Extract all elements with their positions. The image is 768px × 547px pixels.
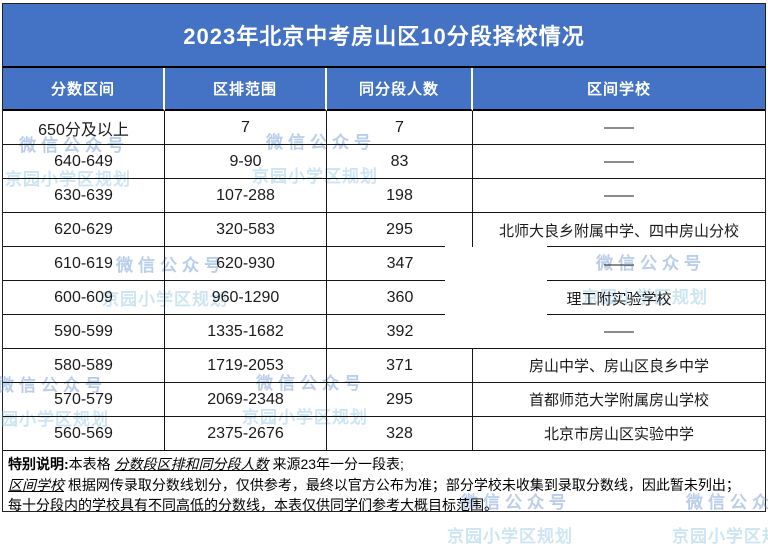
page-title: 2023年北京中考房山区10分段择校情况 xyxy=(3,4,765,68)
cell-schools: —— xyxy=(473,179,765,213)
cell-segment-count: 295 xyxy=(327,213,473,247)
cell-schools: 北师大良乡附属中学、四中房山分校 xyxy=(473,213,765,247)
score-table: 分数区间 区排范围 同分段人数 区间学校 650分及以上 7 7 —— 640-… xyxy=(3,68,765,451)
table-row: 600-609 960-1290 360 理工附实验学校 xyxy=(3,281,765,315)
table-row: 650分及以上 7 7 —— xyxy=(3,111,765,145)
cell-score-range: 620-629 xyxy=(3,213,165,247)
header-score-range: 分数区间 xyxy=(3,68,165,111)
cell-segment-count: 392 xyxy=(327,315,473,349)
cell-score-range: 570-579 xyxy=(3,383,165,417)
cell-segment-count: 198 xyxy=(327,179,473,213)
cell-segment-count: 7 xyxy=(327,111,473,145)
cell-rank-range: 7 xyxy=(165,111,327,145)
cell-rank-range: 960-1290 xyxy=(165,281,327,315)
cell-schools: —— xyxy=(473,145,765,179)
header-schools: 区间学校 xyxy=(473,68,765,111)
table-row: 590-599 1335-1682 392 —— xyxy=(3,315,765,349)
cell-rank-range: 9-90 xyxy=(165,145,327,179)
cell-segment-count: 328 xyxy=(327,417,473,451)
cell-schools: 北京市房山区实验中学 xyxy=(473,417,765,451)
cell-schools: 房山中学、房山区良乡中学 xyxy=(473,349,765,383)
notes: 特别说明:本表格 分数段区排和同分段人数 来源23年一分一段表; 区间学校 根据… xyxy=(3,451,765,516)
cell-segment-count: 347 xyxy=(327,247,473,281)
note-label: 特别说明: xyxy=(8,456,69,472)
header-rank-range: 区排范围 xyxy=(165,68,327,111)
cell-score-range: 580-589 xyxy=(3,349,165,383)
cell-score-range: 600-609 xyxy=(3,281,165,315)
cell-segment-count: 371 xyxy=(327,349,473,383)
table-row: 630-639 107-288 198 —— xyxy=(3,179,765,213)
cell-schools: —— xyxy=(473,111,765,145)
cell-score-range: 560-569 xyxy=(3,417,165,451)
score-table-body: 650分及以上 7 7 —— 640-649 9-90 83 —— 630-63… xyxy=(3,111,765,451)
note-emphasis: 分数段区排和同分段人数 xyxy=(114,456,269,472)
table-row: 560-569 2375-2676 328 北京市房山区实验中学 xyxy=(3,417,765,451)
table-row: 580-589 1719-2053 371 房山中学、房山区良乡中学 xyxy=(3,349,765,383)
cell-segment-count: 83 xyxy=(327,145,473,179)
score-segment-sheet: 微信公众号 京园小学区规划 微信公众号 京园小学区规划 微信公众号 京园小学区规划 微… xyxy=(0,3,768,546)
cell-score-range: 630-639 xyxy=(3,179,165,213)
cell-rank-range: 620-930 xyxy=(165,247,327,281)
cell-rank-range: 1719-2053 xyxy=(165,349,327,383)
cell-rank-range: 2375-2676 xyxy=(165,417,327,451)
cell-rank-range: 320-583 xyxy=(165,213,327,247)
cell-segment-count: 360 xyxy=(327,281,473,315)
note-line-3: 每十分段内的学校具有不同高低的分数线，本表仅供同学们参考大概目标范围。 xyxy=(8,497,498,513)
table-row: 640-649 9-90 83 —— xyxy=(3,145,765,179)
cell-score-range: 590-599 xyxy=(3,315,165,349)
cell-schools: 首都师范大学附属房山学校 xyxy=(473,383,765,417)
cell-rank-range: 107-288 xyxy=(165,179,327,213)
cell-schools: —— xyxy=(473,315,765,349)
cell-rank-range: 1335-1682 xyxy=(165,315,327,349)
note-line-2: 区间学校 根据网传录取分数线划分，仅供参考，最终以官方公布为准；部分学校未收集到… xyxy=(8,476,740,493)
note-line-1: 特别说明:本表格 分数段区排和同分段人数 来源23年一分一段表; xyxy=(8,456,404,472)
note-emphasis: 区间学校 xyxy=(8,476,64,493)
cell-score-range: 650分及以上 xyxy=(3,111,165,145)
table-row: 570-579 2069-2348 295 首都师范大学附属房山学校 xyxy=(3,383,765,417)
score-table-header: 分数区间 区排范围 同分段人数 区间学校 xyxy=(3,68,765,111)
cell-rank-range: 2069-2348 xyxy=(165,383,327,417)
cell-schools: —— xyxy=(473,247,765,281)
cell-score-range: 610-619 xyxy=(3,247,165,281)
cell-score-range: 640-649 xyxy=(3,145,165,179)
header-segment-count: 同分段人数 xyxy=(327,68,473,111)
table-row: 620-629 320-583 295 北师大良乡附属中学、四中房山分校 xyxy=(3,213,765,247)
header-row: 分数区间 区排范围 同分段人数 区间学校 xyxy=(3,68,765,111)
cell-segment-count: 295 xyxy=(327,383,473,417)
cell-schools: 理工附实验学校 xyxy=(473,281,765,315)
table-row: 610-619 620-930 347 —— xyxy=(3,247,765,281)
